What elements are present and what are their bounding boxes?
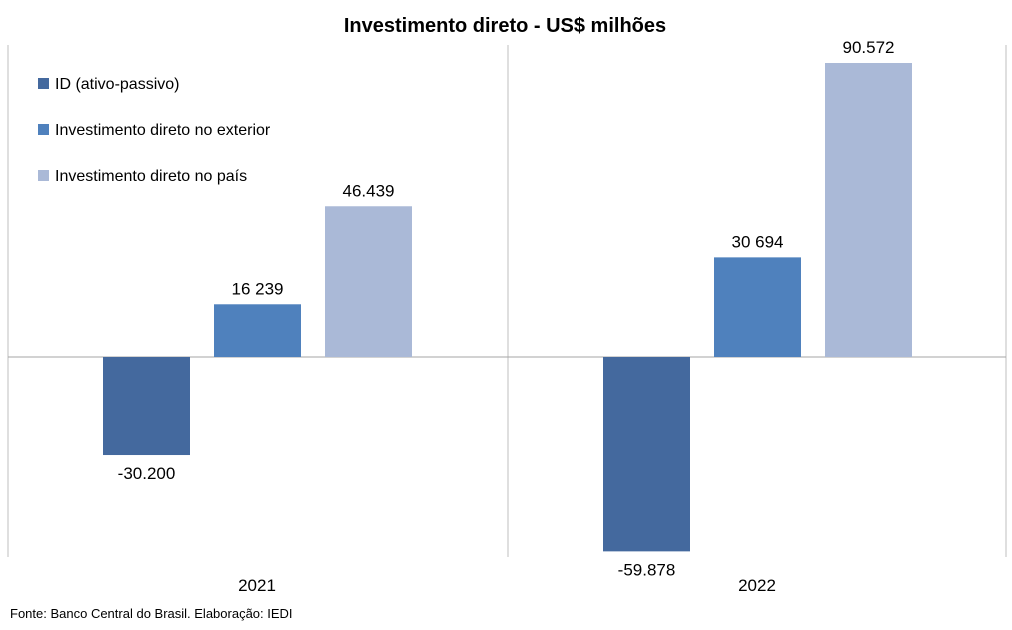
bar-2022-series-2 xyxy=(714,257,801,357)
data-label-2021-series-2: 16 239 xyxy=(232,279,284,298)
bar-2022-series-1 xyxy=(603,357,690,552)
data-label-2022-series-1: -59.878 xyxy=(618,560,676,579)
source-note: Fonte: Banco Central do Brasil. Elaboraç… xyxy=(10,606,293,621)
legend-swatch-1 xyxy=(38,78,49,89)
chart-title: Investimento direto - US$ milhões xyxy=(344,15,666,37)
x-tick-label-2021: 2021 xyxy=(238,576,276,595)
legend-swatch-3 xyxy=(38,170,49,181)
data-label-2022-series-3: 90.572 xyxy=(843,38,895,57)
legend-label-2: Investimento direto no exterior xyxy=(55,122,271,139)
legend-label-1: ID (ativo-passivo) xyxy=(55,76,179,93)
bar-2021-series-2 xyxy=(214,304,301,357)
data-label-2021-series-3: 46.439 xyxy=(343,181,395,200)
bar-2021-series-3 xyxy=(325,206,412,357)
data-label-2021-series-1: -30.200 xyxy=(118,464,176,483)
x-tick-label-2022: 2022 xyxy=(738,576,776,595)
plot-area: -30.200 16 239 46.439 2021 -59.878 30 694 90.5… xyxy=(7,38,1007,595)
legend: ID (ativo-passivo) Investimento direto no… xyxy=(38,76,271,185)
bar-2022-series-3 xyxy=(825,63,912,357)
data-label-2022-series-2: 30 694 xyxy=(732,232,784,251)
legend-label-3: Investimento direto no país xyxy=(55,168,247,185)
bar-2021-series-1 xyxy=(103,357,190,456)
legend-swatch-2 xyxy=(38,124,49,135)
